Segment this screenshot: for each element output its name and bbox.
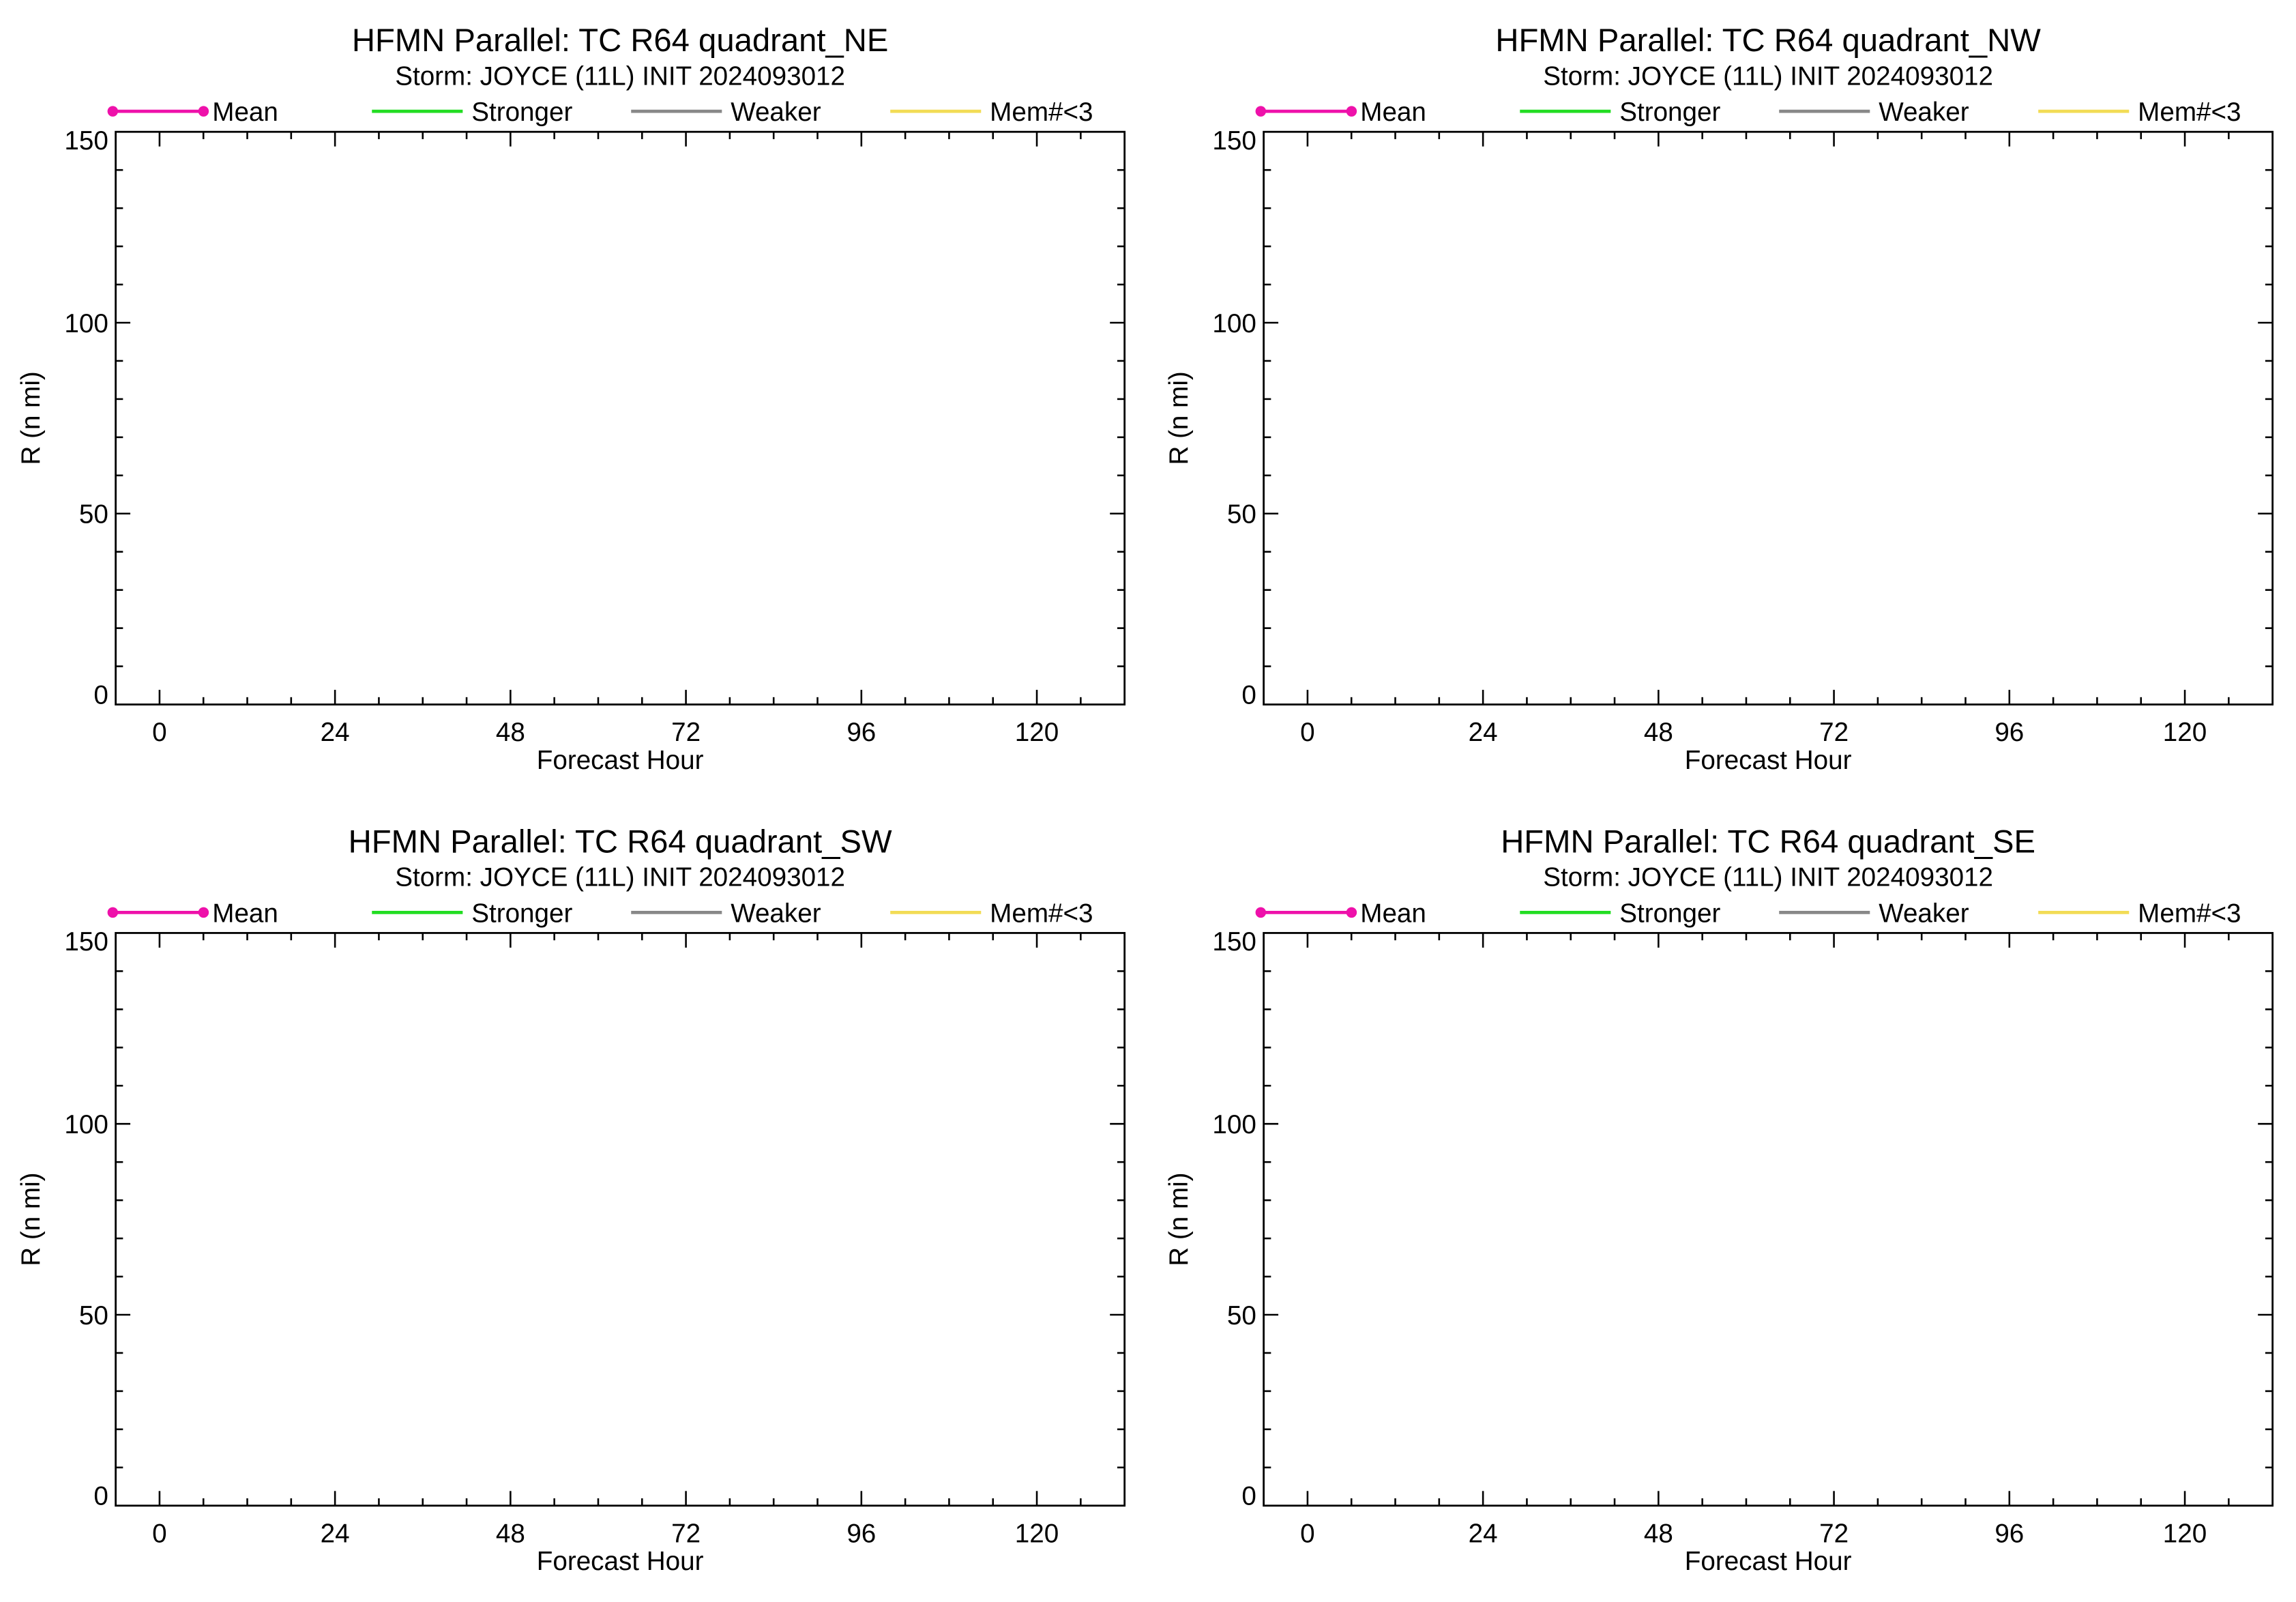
- legend-marker-end: [198, 907, 209, 918]
- legend-label: Stronger: [1619, 98, 1720, 127]
- legend-marker-start: [1255, 106, 1267, 117]
- legend-label: Stronger: [471, 899, 572, 928]
- x-tick-label: 120: [2163, 718, 2207, 747]
- plot-frame: [1263, 932, 2274, 1507]
- y-axis-label: R (n mi): [16, 1172, 46, 1266]
- x-tick-label: 96: [1995, 1519, 2024, 1548]
- legend-label: Mem#<3: [990, 98, 1093, 127]
- legend-label: Weaker: [1879, 899, 1969, 928]
- plot-frame: [115, 932, 1126, 1507]
- chart-title: HFMN Parallel: TC R64 quadrant_NW: [1495, 23, 2041, 59]
- x-tick-label: 24: [1469, 718, 1498, 747]
- y-tick-label: 0: [1241, 680, 1256, 710]
- y-tick-label: 0: [93, 680, 108, 710]
- x-tick-label: 0: [152, 718, 166, 747]
- legend-marker-end: [1346, 106, 1357, 117]
- legend-label: Mean: [1360, 98, 1426, 127]
- chart-panel-1: HFMN Parallel: TC R64 quadrant_NW Storm: …: [1164, 23, 2274, 775]
- legend-label: Mean: [1360, 899, 1426, 928]
- y-tick-label: 0: [1241, 1482, 1256, 1511]
- x-axis-label: Forecast Hour: [537, 1547, 704, 1576]
- x-tick-label: 0: [152, 1519, 166, 1548]
- y-tick-label: 150: [1212, 927, 1256, 957]
- x-tick-label: 48: [1644, 718, 1673, 747]
- legend-marker-start: [1255, 907, 1267, 918]
- x-tick-label: 72: [1819, 718, 1849, 747]
- plot-frame: [115, 130, 1126, 705]
- chart-panel-0: HFMN Parallel: TC R64 quadrant_NE Storm: …: [16, 23, 1126, 775]
- chart-subtitle: Storm: JOYCE (11L) INIT 2024093012: [1543, 62, 1993, 91]
- chart-subtitle: Storm: JOYCE (11L) INIT 2024093012: [1543, 863, 1993, 892]
- x-tick-label: 48: [1644, 1519, 1673, 1548]
- chart-title: HFMN Parallel: TC R64 quadrant_SE: [1501, 824, 2035, 860]
- y-tick-label: 150: [1212, 126, 1256, 156]
- x-tick-label: 24: [321, 718, 350, 747]
- x-tick-label: 0: [1300, 1519, 1314, 1548]
- chart-panel-2: HFMN Parallel: TC R64 quadrant_SW Storm: …: [16, 824, 1126, 1576]
- y-tick-label: 50: [79, 500, 108, 529]
- chart-title: HFMN Parallel: TC R64 quadrant_NE: [352, 23, 888, 59]
- y-tick-label: 50: [1227, 1301, 1256, 1330]
- x-tick-label: 96: [847, 1519, 876, 1548]
- y-tick-label: 100: [64, 309, 108, 338]
- legend-marker-start: [107, 907, 119, 918]
- legend-label: Weaker: [731, 98, 821, 127]
- y-tick-label: 150: [64, 126, 108, 156]
- chart-subtitle: Storm: JOYCE (11L) INIT 2024093012: [395, 863, 845, 892]
- legend-label: Mem#<3: [2138, 98, 2241, 127]
- chart-title: HFMN Parallel: TC R64 quadrant_SW: [349, 824, 892, 860]
- x-tick-label: 72: [1819, 1519, 1849, 1548]
- plot-frame: [1263, 130, 2274, 705]
- legend-label: Mean: [212, 98, 278, 127]
- x-tick-label: 24: [1469, 1519, 1498, 1548]
- y-axis-label: R (n mi): [1164, 1172, 1194, 1266]
- legend-label: Mem#<3: [2138, 899, 2241, 928]
- x-tick-label: 48: [496, 718, 525, 747]
- legend-label: Stronger: [471, 98, 572, 127]
- x-tick-label: 96: [1995, 718, 2024, 747]
- x-axis-label: Forecast Hour: [537, 746, 704, 775]
- x-tick-label: 72: [671, 1519, 701, 1548]
- y-tick-label: 50: [1227, 500, 1256, 529]
- y-tick-label: 0: [93, 1482, 108, 1511]
- x-tick-label: 120: [2163, 1519, 2207, 1548]
- legend-label: Weaker: [731, 899, 821, 928]
- y-axis-label: R (n mi): [1164, 371, 1194, 465]
- x-tick-label: 0: [1300, 718, 1314, 747]
- y-tick-label: 100: [1212, 1110, 1256, 1139]
- y-axis-label: R (n mi): [16, 371, 46, 465]
- x-tick-label: 24: [321, 1519, 350, 1548]
- legend-marker-end: [198, 106, 209, 117]
- x-tick-label: 48: [496, 1519, 525, 1548]
- chart-panel-3: HFMN Parallel: TC R64 quadrant_SE Storm: …: [1164, 824, 2274, 1576]
- legend-label: Weaker: [1879, 98, 1969, 127]
- legend-marker-start: [107, 106, 119, 117]
- x-axis-label: Forecast Hour: [1685, 1547, 1852, 1576]
- x-tick-label: 96: [847, 718, 876, 747]
- y-tick-label: 150: [64, 927, 108, 957]
- legend-label: Mem#<3: [990, 899, 1093, 928]
- legend-marker-end: [1346, 907, 1357, 918]
- chart-subtitle: Storm: JOYCE (11L) INIT 2024093012: [395, 62, 845, 91]
- x-tick-label: 72: [671, 718, 701, 747]
- x-axis-label: Forecast Hour: [1685, 746, 1852, 775]
- legend-label: Stronger: [1619, 899, 1720, 928]
- x-tick-label: 120: [1015, 1519, 1059, 1548]
- y-tick-label: 100: [64, 1110, 108, 1139]
- legend-label: Mean: [212, 899, 278, 928]
- y-tick-label: 100: [1212, 309, 1256, 338]
- y-tick-label: 50: [79, 1301, 108, 1330]
- x-tick-label: 120: [1015, 718, 1059, 747]
